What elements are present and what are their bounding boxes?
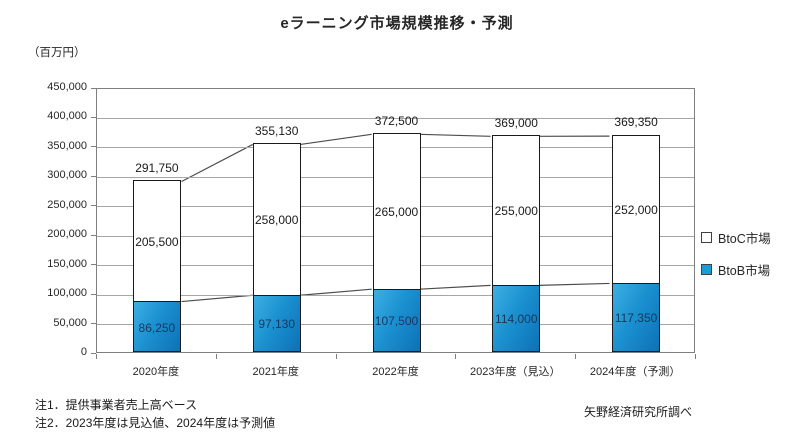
bar-segment-btoc xyxy=(372,132,421,290)
x-axis-tick xyxy=(455,354,457,359)
total-value-label: 369,350 xyxy=(614,115,658,130)
series-connector-lines xyxy=(181,133,610,303)
bar-segment-btob xyxy=(372,288,421,352)
legend-item-btob: BtoB市場 xyxy=(701,260,771,279)
plot-area: 205,500 86,250 291,750 258,000 97,130 355,130… xyxy=(96,88,695,353)
bar-segment-btoc xyxy=(492,134,541,286)
total-series-line xyxy=(419,133,491,137)
y-axis-tick-label: 300,000 xyxy=(47,169,87,182)
x-axis-category-label: 2020年度 xyxy=(132,366,180,378)
btob-value-label: 114,000 xyxy=(495,312,538,327)
btoc-value-label: 258,000 xyxy=(254,212,299,227)
y-axis-tick xyxy=(91,234,96,236)
y-axis-tick xyxy=(91,116,96,118)
y-axis-tick-label: 400,000 xyxy=(47,110,87,123)
x-axis-category-label: 2023年度（見込） xyxy=(470,366,561,378)
btob-value-label: 117,350 xyxy=(614,311,658,326)
btob-series-line xyxy=(538,282,610,286)
chart-title: eラーニング市場規模推移・予測 xyxy=(280,15,514,32)
y-axis-tick xyxy=(91,264,96,266)
x-axis-category-label: 2021年度 xyxy=(252,366,299,378)
y-axis-unit-label: （百万円） xyxy=(28,47,86,59)
bar-segment-btob xyxy=(612,282,661,352)
btoc-value-label: 252,000 xyxy=(614,202,658,217)
y-axis-tick-label: 250,000 xyxy=(47,198,87,211)
y-gridline xyxy=(97,117,694,119)
total-series-line xyxy=(300,133,372,146)
legend-swatch-btoc-icon xyxy=(701,232,712,243)
x-axis-tick xyxy=(575,354,577,359)
total-value-label: 355,130 xyxy=(254,123,299,138)
btoc-value-label: 255,000 xyxy=(494,203,538,218)
x-axis-tick xyxy=(335,354,337,359)
x-axis-tick xyxy=(215,354,217,359)
footnote-2: 注2．2023年度は見込値、2024年度は予測値 xyxy=(35,416,276,430)
total-value-label: 291,750 xyxy=(135,161,179,176)
y-axis-tick xyxy=(91,323,96,325)
bar-segment-btoc xyxy=(612,134,661,284)
btoc-value-label: 205,500 xyxy=(135,234,179,249)
bar-segment-btoc xyxy=(132,180,181,303)
y-axis-tick xyxy=(91,146,96,148)
legend-label-btob: BtoB市場 xyxy=(718,264,771,278)
y-axis-tick xyxy=(91,205,96,207)
legend-swatch-btob-icon xyxy=(701,264,712,275)
btob-series-line xyxy=(181,294,253,303)
footnote-1: 注1．提供事業者売上高ベース xyxy=(35,398,198,412)
bar-segment-btob xyxy=(492,284,541,352)
x-axis-category-label: 2022年度 xyxy=(372,366,419,378)
btob-series-line xyxy=(419,284,491,290)
btob-value-label: 107,500 xyxy=(374,314,419,329)
y-axis-tick-label: 100,000 xyxy=(47,287,87,300)
y-axis-tick xyxy=(91,175,96,177)
total-value-label: 372,500 xyxy=(374,113,419,128)
btoc-value-label: 265,000 xyxy=(374,204,419,219)
y-axis-tick-label: 150,000 xyxy=(47,257,87,270)
y-axis-tick-label: 50,000 xyxy=(53,316,87,329)
y-axis-tick xyxy=(91,87,96,89)
legend-label-btoc: BtoC市場 xyxy=(718,232,771,246)
legend-item-btoc: BtoC市場 xyxy=(701,228,771,247)
bar-segment-btoc xyxy=(252,142,301,296)
y-axis-tick-label: 0 xyxy=(80,346,87,358)
y-axis-tick xyxy=(91,352,96,354)
total-series-line xyxy=(181,143,254,183)
x-axis-category-label: 2024年度（予測） xyxy=(589,366,681,378)
legend: BtoC市場 BtoB市場 xyxy=(701,228,771,292)
x-axis-tick xyxy=(96,354,97,359)
y-axis-tick-label: 200,000 xyxy=(47,228,87,241)
total-value-label: 369,000 xyxy=(494,115,538,130)
btob-value-label: 97,130 xyxy=(258,317,296,332)
y-axis-tick-label: 350,000 xyxy=(47,139,87,152)
y-axis-tick xyxy=(91,293,96,295)
source-credit: 矢野経済研究所調べ xyxy=(583,405,692,419)
bar-segment-btob xyxy=(252,294,301,352)
x-axis-tick xyxy=(695,354,696,359)
btob-value-label: 86,250 xyxy=(138,320,176,335)
btob-series-line xyxy=(300,288,372,296)
y-axis-tick-label: 450,000 xyxy=(47,81,87,93)
